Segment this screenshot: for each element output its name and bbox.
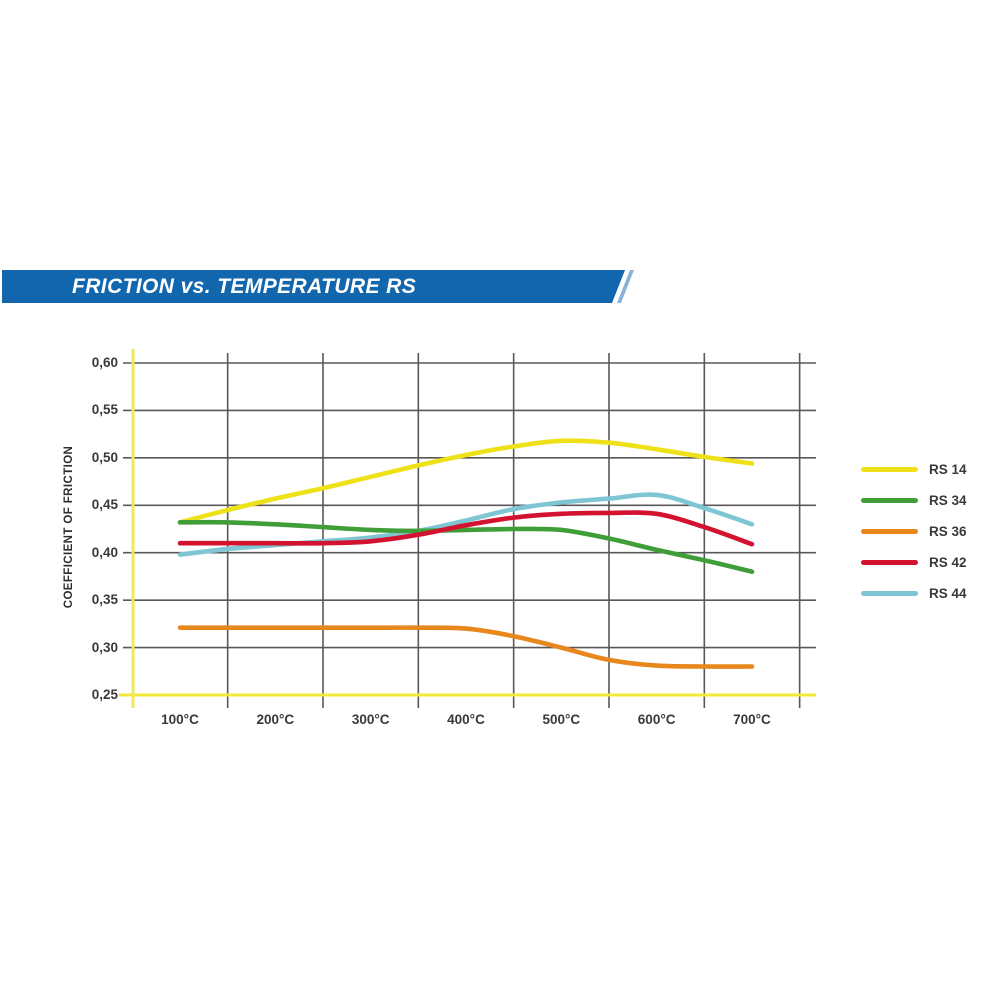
legend-item-rs-14: RS 14 [861,454,967,485]
legend-label: RS 42 [929,555,967,570]
y-axis-title: COEFFICIENT OF FRICTION [63,445,75,609]
x-tick-label: 700°C [733,712,771,727]
legend-item-rs-42: RS 42 [861,547,967,578]
legend-swatch [861,560,918,565]
title-banner: FRICTION vs. TEMPERATURE RS [2,270,625,303]
x-tick-label: 100°C [161,712,199,727]
y-tick-label: 0,25 [91,687,118,702]
y-tick-label: 0,30 [91,639,118,655]
legend-swatch [861,467,918,472]
y-tick-label: 0,35 [91,592,118,608]
legend-label: RS 36 [929,524,967,539]
legend-swatch [861,529,918,534]
legend-label: RS 34 [929,493,967,508]
legend-label: RS 14 [929,462,967,477]
y-tick-label: 0,40 [91,544,118,560]
x-tick-label: 400°C [447,712,485,727]
x-tick-label: 300°C [351,712,390,727]
y-tick-label: 0,55 [91,402,118,418]
legend-item-rs-34: RS 34 [861,485,967,516]
series-line-rs-36 [177,625,755,669]
legend-swatch [861,591,918,596]
chart-title: FRICTION vs. TEMPERATURE RS [72,274,417,298]
y-tick-label: 0,60 [91,355,118,370]
x-tick-label: 500°C [542,712,581,727]
series-line-rs-14 [177,438,755,525]
y-tick-label: 0,50 [91,449,118,465]
x-tick-label: 600°C [637,712,676,727]
series-line-rs-34 [177,519,755,574]
legend-label: RS 44 [929,586,967,601]
chart-legend: RS 14 RS 34 RS 36 RS 42 RS 44 [861,454,967,609]
legend-swatch [861,498,918,503]
series-line-rs-42 [177,510,755,547]
y-tick-label: 0,45 [91,497,118,513]
legend-item-rs-36: RS 36 [861,516,967,547]
x-tick-label: 200°C [256,712,295,727]
legend-item-rs-44: RS 44 [861,578,967,609]
